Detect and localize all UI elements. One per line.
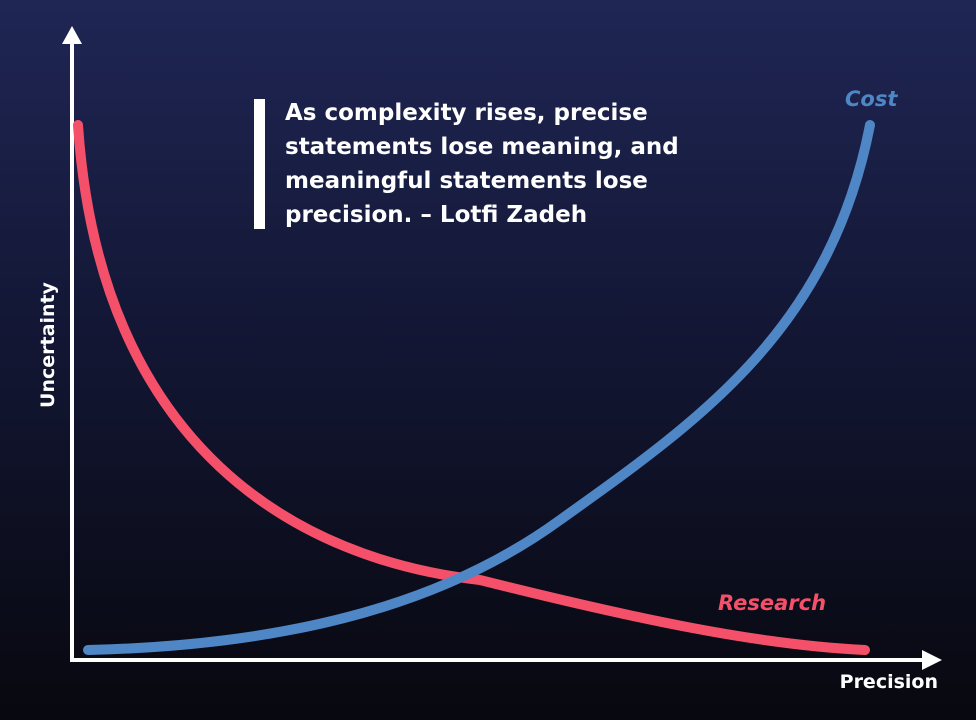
cost-curve [83,120,875,655]
quote-bar [254,99,265,229]
y-axis-arrow [62,26,82,44]
x-axis-arrow [922,650,942,670]
quote: As complexity rises, precise statements … [285,100,679,228]
research-curve [73,120,870,655]
y-axis-label: Uncertainty [37,281,59,407]
cost-label: Cost [845,87,898,111]
x-axis-label: Precision [840,671,938,693]
research-label: Research [718,591,826,615]
